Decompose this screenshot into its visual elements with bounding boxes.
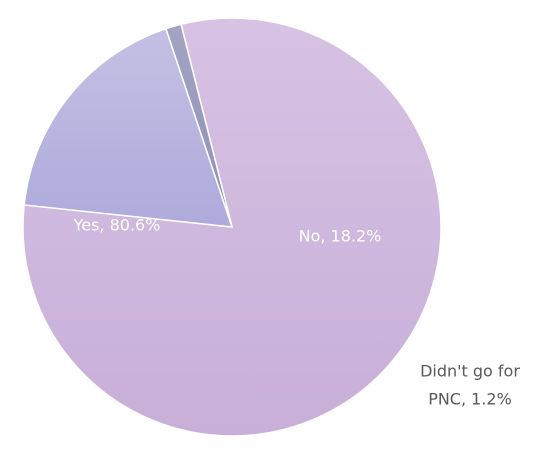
pie-label-no: No, 18.2% (299, 227, 382, 246)
pie-slices (22, 17, 442, 437)
pie-slice-no (23, 27, 233, 228)
pie-slice-didn-t-go-for-pnc (165, 23, 233, 228)
pie-label-line: Didn't go for (420, 362, 520, 381)
pie-labels: Yes, 80.6% No, 18.2% Didn't go for PNC, 1.2… (73, 216, 521, 409)
pie-label-line: PNC, 1.2% (428, 390, 512, 409)
pie-label-didn-t-go-for-pnc: Didn't go for PNC, 1.2% (420, 362, 520, 409)
pie-label-line: No, 18.2% (299, 227, 382, 246)
pie-label-line: Yes, 80.6% (73, 216, 161, 235)
pie-label-yes: Yes, 80.6% (73, 216, 161, 235)
